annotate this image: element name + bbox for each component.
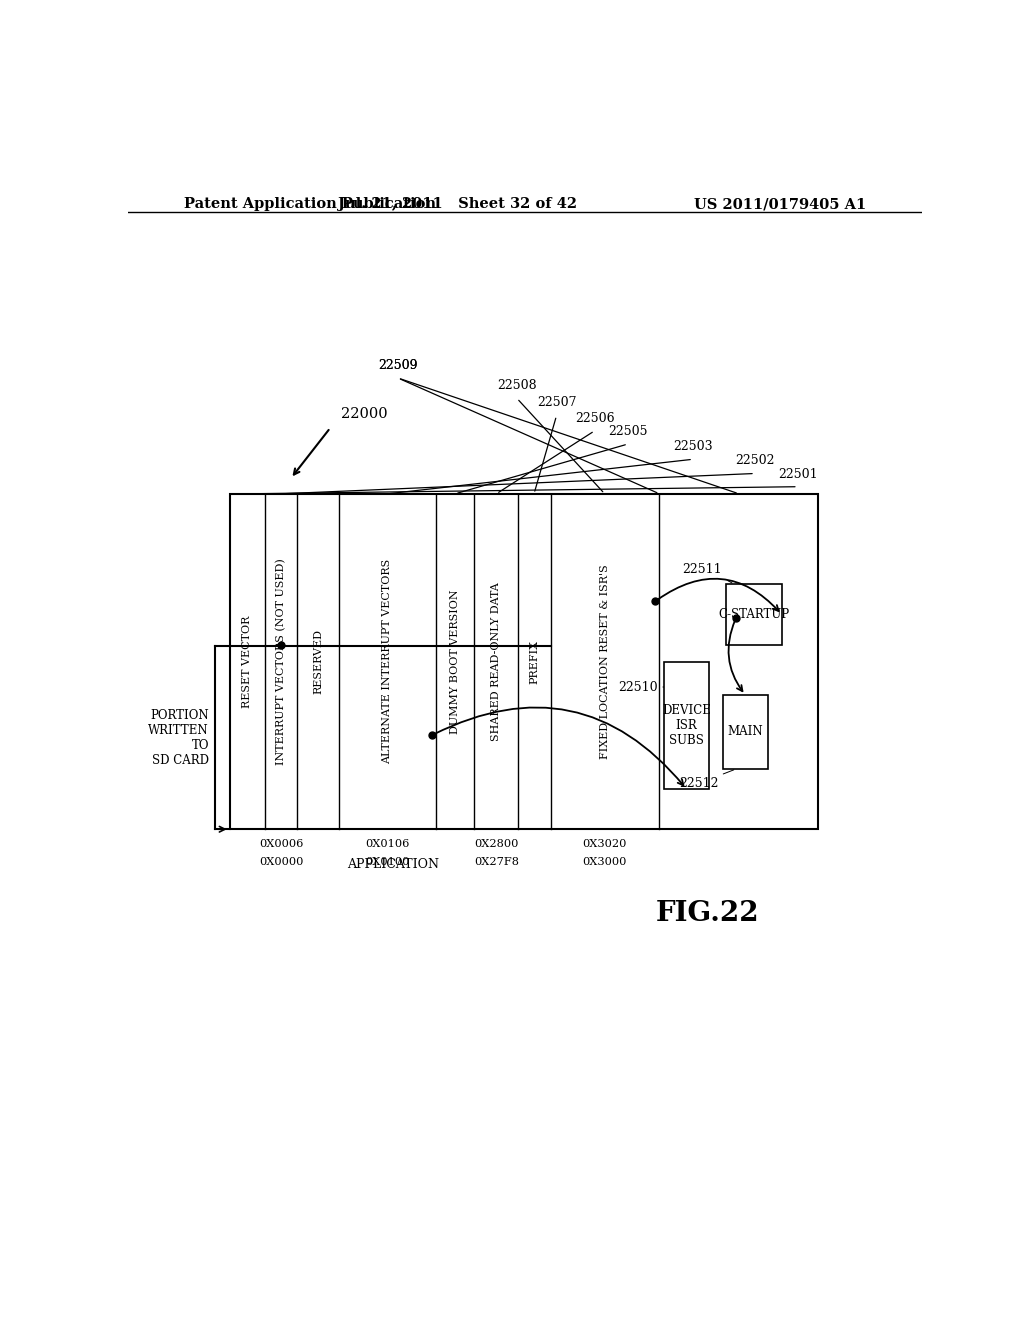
Text: FIG.22: FIG.22 bbox=[655, 900, 759, 928]
Text: PREFIX: PREFIX bbox=[529, 639, 540, 684]
Text: 22509: 22509 bbox=[378, 359, 418, 372]
Text: 0X3000: 0X3000 bbox=[583, 857, 627, 867]
Text: 22508: 22508 bbox=[497, 379, 537, 392]
Text: 22501: 22501 bbox=[778, 467, 817, 480]
Text: US 2011/0179405 A1: US 2011/0179405 A1 bbox=[694, 197, 866, 211]
Text: 0X0106: 0X0106 bbox=[366, 840, 410, 849]
Bar bbox=[726, 585, 782, 644]
Text: 22502: 22502 bbox=[735, 454, 775, 467]
Text: DUMMY BOOT VERSION: DUMMY BOOT VERSION bbox=[450, 589, 460, 734]
Text: 0X3020: 0X3020 bbox=[583, 840, 627, 849]
Text: FIXED LOCATION RESET & ISR'S: FIXED LOCATION RESET & ISR'S bbox=[600, 564, 610, 759]
Text: Patent Application Publication: Patent Application Publication bbox=[183, 197, 435, 211]
Text: 22507: 22507 bbox=[537, 396, 577, 409]
Bar bbox=[229, 494, 818, 829]
Text: SHARED READ-ONLY DATA: SHARED READ-ONLY DATA bbox=[492, 582, 501, 741]
Text: Jul. 21, 2011   Sheet 32 of 42: Jul. 21, 2011 Sheet 32 of 42 bbox=[338, 197, 577, 211]
Text: MAIN: MAIN bbox=[727, 726, 763, 738]
Text: 22505: 22505 bbox=[608, 425, 648, 438]
Text: DEVICE
ISR
SUBS: DEVICE ISR SUBS bbox=[663, 704, 711, 747]
Text: 0X2800: 0X2800 bbox=[474, 840, 518, 849]
Text: 22509: 22509 bbox=[378, 359, 418, 372]
Text: 22000: 22000 bbox=[341, 407, 387, 421]
Text: PORTION
WRITTEN
TO
SD CARD: PORTION WRITTEN TO SD CARD bbox=[148, 709, 209, 767]
Text: 22511: 22511 bbox=[683, 564, 722, 577]
Text: RESET VECTOR: RESET VECTOR bbox=[243, 615, 252, 708]
Text: 0X0100: 0X0100 bbox=[366, 857, 410, 867]
Text: 22506: 22506 bbox=[574, 412, 614, 425]
Text: 22503: 22503 bbox=[673, 440, 713, 453]
Bar bbox=[723, 696, 768, 768]
Text: INTERRUPT VECTORS (NOT USED): INTERRUPT VECTORS (NOT USED) bbox=[275, 558, 287, 764]
Text: C-STARTUP: C-STARTUP bbox=[719, 609, 790, 622]
Text: 22510: 22510 bbox=[618, 681, 657, 693]
Text: APPLICATION: APPLICATION bbox=[347, 858, 439, 871]
Text: 22512: 22512 bbox=[680, 777, 719, 789]
Text: 0X0000: 0X0000 bbox=[259, 857, 303, 867]
Text: RESERVED: RESERVED bbox=[313, 630, 323, 694]
Text: 0X27F8: 0X27F8 bbox=[474, 857, 519, 867]
Bar bbox=[665, 661, 709, 789]
Text: ALTERNATE INTERRUPT VECTORS: ALTERNATE INTERRUPT VECTORS bbox=[382, 558, 392, 764]
Text: 0X0006: 0X0006 bbox=[259, 840, 303, 849]
